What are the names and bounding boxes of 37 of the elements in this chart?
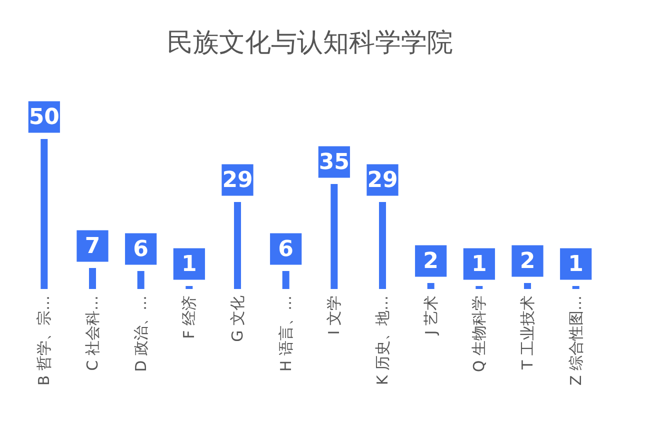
bar (330, 184, 338, 289)
data-label: 35 (318, 150, 350, 175)
x-tick-label: F 经济 (180, 296, 198, 339)
bar (137, 271, 144, 289)
bar (40, 139, 48, 289)
bar (476, 286, 483, 289)
x-tick-label: T 工业技术 (518, 296, 536, 370)
chart-title: 民族文化与认知科学学院 (167, 28, 453, 58)
x-tick-label: K 历史、地… (374, 296, 392, 386)
x-tick-label: Z 综合性图… (566, 296, 585, 386)
x-tick-label: G 文化 (228, 296, 246, 342)
x-tick-label: B 哲学、宗… (35, 296, 54, 386)
x-tick-label: I 文学 (325, 296, 344, 335)
bar (186, 286, 193, 289)
data-label: 6 (278, 237, 294, 262)
x-tick-label: D 政治、… (132, 296, 150, 372)
data-label: 6 (133, 237, 148, 262)
x-tick-label: H 语言、… (276, 296, 295, 372)
bar (524, 283, 531, 289)
bar (427, 283, 434, 289)
bar (379, 202, 386, 289)
data-label: 1 (472, 252, 487, 277)
bar (572, 286, 580, 289)
data-label: 2 (423, 249, 438, 274)
data-label: 29 (367, 168, 398, 193)
data-label: 1 (568, 252, 584, 277)
x-tick-label: J 艺术 (422, 296, 440, 336)
x-tick-label: Q 生物科学 (470, 296, 488, 372)
x-tick-label: C 社会科… (84, 296, 102, 371)
data-label: 1 (182, 252, 197, 277)
data-label: 50 (28, 105, 60, 130)
data-label: 7 (84, 234, 100, 259)
bar (282, 271, 290, 289)
data-label: 29 (222, 168, 253, 193)
bar (234, 202, 241, 289)
bar (89, 268, 96, 289)
data-label: 2 (520, 249, 536, 274)
